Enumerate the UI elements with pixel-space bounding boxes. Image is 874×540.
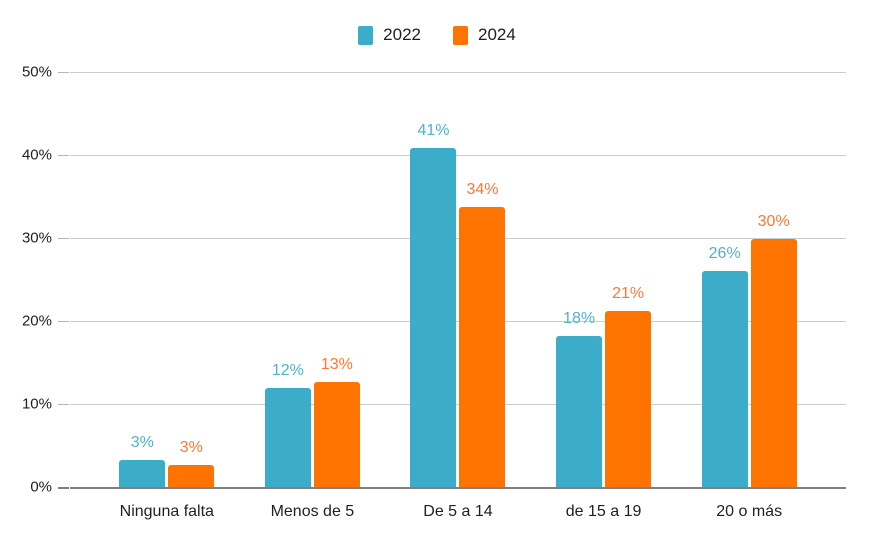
y-tick-mark [58,404,69,405]
bar-2024: 13% [313,356,360,487]
bar-group: 18% 21% de 15 a 19 [531,72,677,520]
legend-swatch [358,25,374,45]
y-tick-mark [58,487,69,489]
bar-value-label: 30% [757,212,790,230]
bar-value-label: 21% [612,285,645,303]
plot-area: 0% 10% 20% 30% 40% 50% 3% 3% Ninguna falta 12% 13%… [22,65,846,520]
x-axis-label: De 5 a 14 [423,503,493,520]
y-tick-mark [58,321,69,322]
bar-group: 3% 3% Ninguna falta [94,72,240,520]
bar-2022: 26% [701,245,748,487]
bar-value-label: 13% [320,355,353,373]
y-tick-label: 50% [21,63,52,81]
gridline [70,238,846,239]
bar-value-label: 26% [708,245,741,263]
bar-2022: 3% [119,434,166,487]
bar-value-label: 3% [130,434,154,452]
y-tick-label: 0% [30,478,52,496]
y-tick-label: 40% [21,146,52,164]
gridline [70,321,846,322]
bar-2024: 21% [605,285,652,487]
legend-label: 2024 [478,25,516,44]
y-tick-label: 30% [21,229,52,247]
bar-value-label: 34% [466,181,499,199]
bar-value-label: 3% [179,439,203,457]
bar-value-label: 12% [271,362,304,380]
bar-group: 26% 30% 20 o más [676,72,822,520]
x-axis-label: 20 o más [716,503,783,520]
bar-2022: 41% [410,122,457,487]
bar-bands: 3% 3% Ninguna falta 12% 13% Menos de 5 41% 34% D… [70,72,846,520]
legend: 2022 2024 [0,24,874,46]
gridline [70,72,846,73]
bar-2024: 30% [750,213,797,487]
y-tick-mark [58,238,69,239]
bar-group: 12% 13% Menos de 5 [240,72,386,520]
bar-2022: 12% [264,362,311,487]
legend-item-2024: 2024 [453,25,516,45]
bar-group: 41% 34% De 5 a 14 [385,72,531,520]
gridline [70,404,846,405]
legend-swatch [453,25,468,45]
bar-value-label: 18% [563,309,596,327]
bar-2024: 34% [459,181,506,487]
gridline [70,155,846,156]
y-tick-label: 20% [21,312,52,330]
y-tick-mark [58,155,69,156]
x-axis-label: Ninguna falta [119,503,214,520]
legend-label: 2022 [383,25,421,44]
x-axis-label: de 15 a 19 [565,503,642,520]
x-axis-label: Menos de 5 [270,503,355,520]
bar-value-label: 41% [417,122,450,140]
bar-2024: 3% [168,439,215,487]
y-tick-label: 10% [21,395,52,413]
bar-2022: 18% [556,310,603,487]
y-tick-mark [58,72,69,73]
legend-item-2022: 2022 [358,25,421,45]
